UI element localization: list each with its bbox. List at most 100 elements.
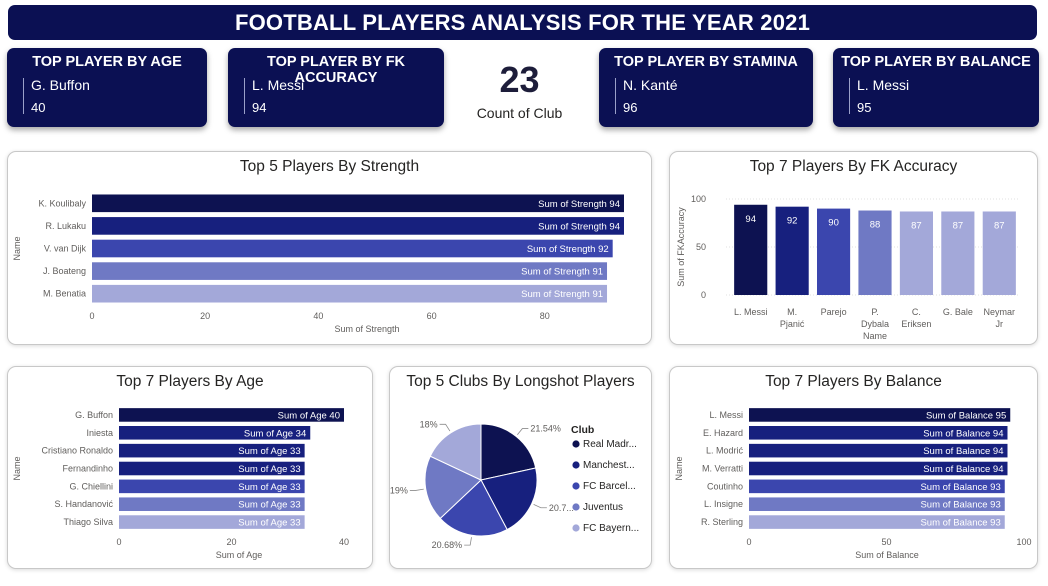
x-tick-label: 0 [116, 537, 121, 547]
bar [749, 426, 1008, 440]
category-label: G. Buffon [75, 410, 113, 420]
kpi-value: 95 [857, 100, 872, 115]
column [982, 211, 1016, 295]
bar [119, 443, 305, 458]
category-label: M. Benatia [43, 289, 86, 299]
kpi-player-name: L. Messi [252, 77, 305, 93]
data-label: Sum of Age 34 [244, 428, 306, 439]
y-tick-label: 50 [696, 242, 706, 252]
slice-label: 18% [420, 419, 438, 429]
x-tick-label: 80 [540, 311, 550, 321]
dashboard-title: FOOTBALL PLAYERS ANALYSIS FOR THE YEAR 2… [8, 5, 1037, 40]
kpi-card-balance[interactable]: TOP PLAYER BY BALANCE L. Messi 95 [833, 48, 1039, 127]
fk-accuracy-chart-panel[interactable]: Top 7 Players By FK Accuracy 0 50 100 Sum o… [669, 151, 1038, 345]
data-label: Sum of Age 33 [238, 500, 300, 511]
strength-chart-panel[interactable]: Top 5 Players By Strength Name K. Kouliba… [7, 151, 652, 345]
category-label: M. Verratti [702, 464, 743, 474]
category-label: R. Sterling [701, 517, 743, 527]
age-chart-panel[interactable]: Top 7 Players By Age Name G. Buffon Sum of… [7, 366, 373, 569]
data-label: Sum of Balance 94 [923, 464, 1003, 475]
category-label: Pjanić [780, 319, 805, 329]
pie-slice [424, 455, 482, 520]
kpi-card-age[interactable]: TOP PLAYER BY AGE G. Buffon 40 [7, 48, 207, 127]
clubs-chart-panel[interactable]: Top 5 Clubs By Longshot Players 21.54% 20… [389, 366, 652, 569]
y-axis-title: Name [674, 456, 684, 480]
legend-marker [572, 524, 580, 532]
kpi-card-stamina[interactable]: TOP PLAYER BY STAMINA N. Kanté 96 [599, 48, 813, 127]
bar [119, 408, 344, 422]
category-label: G. Bale [943, 307, 973, 317]
bar [119, 515, 305, 529]
bar [749, 497, 1005, 511]
x-tick-label: 20 [226, 537, 236, 547]
column [775, 206, 809, 295]
x-tick-label: 40 [313, 311, 323, 321]
data-label: 87 [994, 220, 1005, 231]
bar [119, 426, 311, 440]
slice-label: 21.54% [530, 424, 561, 434]
legend-label: FC Bayern... [583, 523, 639, 534]
kpi-card-fk-accuracy[interactable]: TOP PLAYER BY FK ACCURACY L. Messi 94 [228, 48, 444, 127]
bar [119, 479, 305, 494]
pie-slice [480, 467, 538, 531]
slice-label: 20.68% [432, 540, 463, 550]
bar [749, 461, 1008, 476]
age-chart-title: Top 7 Players By Age [116, 373, 264, 390]
slice-label: 19% [390, 485, 408, 495]
kpi-divider [849, 78, 850, 114]
column [734, 204, 768, 295]
kpi-title: TOP PLAYER BY FK ACCURACY [266, 54, 406, 86]
count-of-club-label: Count of Club [476, 105, 563, 121]
legend-label: Juventus [583, 502, 623, 513]
data-label: Sum of Balance 93 [920, 482, 1000, 493]
y-axis-title: Sum of FKAccuracy [676, 207, 686, 287]
x-tick-label: 20 [200, 311, 210, 321]
balance-bar-chart: Name L. Messi Sum of Balance 95 E. Hazard Su… [674, 408, 1032, 560]
x-tick-label: 60 [427, 311, 437, 321]
leader-line [464, 537, 472, 546]
pie-slice [439, 479, 508, 537]
leader-line [439, 423, 451, 432]
data-label: Sum of Strength 92 [527, 244, 609, 255]
data-label: 92 [787, 216, 798, 227]
category-label: Dybala [861, 319, 889, 329]
bar [92, 194, 624, 213]
column [899, 211, 933, 295]
bar [92, 262, 608, 280]
data-label: Sum of Strength 91 [521, 267, 603, 278]
category-label: J. Boateng [43, 266, 86, 276]
category-label: C. [912, 307, 921, 317]
category-label: K. Koulibaly [38, 198, 86, 208]
data-label: 94 [745, 214, 756, 225]
clubs-pie-chart: 21.54% 20.7... 20.68% 19% 18% Club Real Madr..… [390, 419, 639, 550]
data-label: Sum of Balance 94 [923, 428, 1003, 439]
data-label: Sum of Age 33 [238, 446, 300, 457]
data-label: Sum of Age 33 [238, 482, 300, 493]
count-of-club-card[interactable]: 23 Count of Club [462, 55, 577, 130]
category-label: M. [787, 307, 797, 317]
count-of-club-value: 23 [499, 59, 540, 100]
category-label: V. van Dijk [44, 244, 87, 254]
data-label: Sum of Strength 94 [538, 221, 620, 232]
data-label: Sum of Strength 94 [538, 199, 620, 210]
category-label: Thiago Silva [63, 517, 113, 527]
kpi-player-name: G. Buffon [31, 77, 90, 93]
kpi-player-name: L. Messi [857, 77, 910, 93]
y-tick-label: 100 [691, 194, 706, 204]
category-label: P. [871, 307, 878, 317]
column [858, 210, 892, 295]
category-label: L. Modrić [706, 446, 744, 456]
pie-slice [480, 423, 537, 481]
kpi-value: 94 [252, 100, 267, 115]
data-label: 90 [828, 218, 839, 229]
kpi-divider [23, 78, 24, 114]
leader-line [533, 504, 547, 509]
bar [92, 284, 608, 303]
data-label: Sum of Strength 91 [521, 289, 603, 300]
category-label: L. Insigne [704, 499, 743, 509]
balance-chart-panel[interactable]: Top 7 Players By Balance Name L. Messi Sum… [669, 366, 1038, 569]
legend-label: FC Barcel... [583, 481, 636, 492]
category-label: L. Messi [734, 307, 768, 317]
column [817, 208, 851, 295]
data-label: Sum of Balance 93 [920, 500, 1000, 511]
